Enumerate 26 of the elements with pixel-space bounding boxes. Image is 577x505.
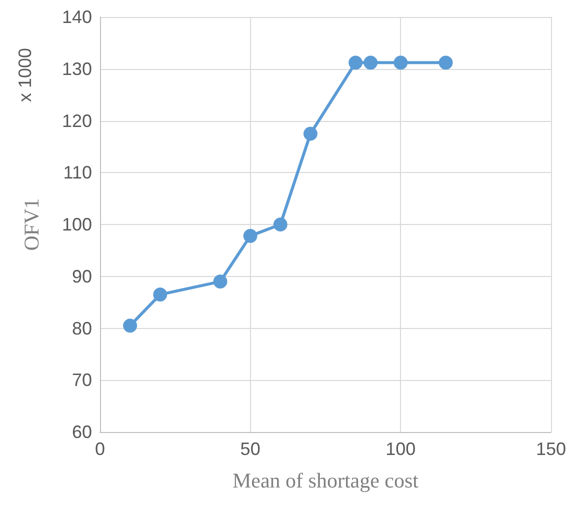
- y-axis-title: OFV1: [20, 198, 44, 251]
- text: x 1000: [15, 48, 35, 102]
- y-tick-label: 60: [72, 422, 92, 442]
- y-tick-label: 140: [62, 7, 92, 27]
- x-tick-label: 150: [536, 439, 566, 459]
- x-tick-label: 0: [94, 439, 106, 459]
- x-tick-label: 100: [386, 439, 416, 459]
- point: [364, 56, 378, 70]
- point: [243, 228, 258, 243]
- x-axis-title: Mean of shortage cost: [232, 468, 419, 492]
- y-tick-label: 100: [62, 214, 92, 234]
- y-tick-label: 120: [62, 110, 92, 131]
- point: [394, 56, 408, 70]
- y-tick-label: 110: [63, 162, 92, 183]
- point: [153, 288, 168, 302]
- point: [348, 56, 363, 70]
- y-tick-label: 70: [72, 370, 92, 390]
- y-tick-label: 80: [72, 318, 92, 338]
- y-tick-label: 90: [72, 266, 92, 286]
- point: [123, 318, 138, 333]
- point: [438, 56, 453, 70]
- point: [273, 218, 288, 232]
- y-tick-label: 130: [62, 58, 92, 79]
- x-tick-label: 50: [240, 439, 260, 459]
- point: [213, 274, 228, 289]
- point: [303, 126, 318, 141]
